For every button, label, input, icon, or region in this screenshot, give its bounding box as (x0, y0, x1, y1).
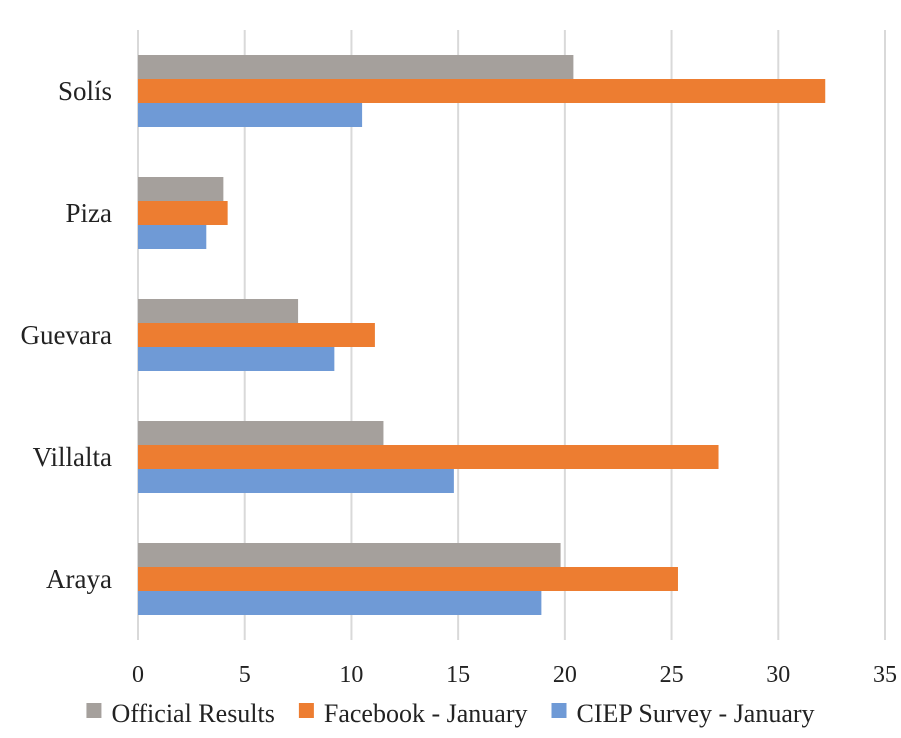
bar (138, 323, 375, 347)
bars (138, 55, 825, 615)
category-labels: Solís Piza Guevara Villalta Araya (21, 76, 112, 594)
bar (138, 543, 561, 567)
legend: Official Results Facebook - January CIEP S… (86, 699, 814, 728)
x-tick-label: 10 (339, 662, 363, 688)
bar (138, 347, 334, 371)
legend-label: CIEP Survey - January (577, 699, 815, 728)
legend-swatch (86, 703, 101, 718)
x-tick-label: 5 (239, 662, 251, 688)
x-tick-label: 0 (132, 662, 144, 688)
legend-item: Official Results (86, 699, 274, 728)
bar (138, 103, 362, 127)
legend-swatch (552, 703, 567, 718)
x-tick-labels: 0 5 10 15 20 25 30 35 (132, 662, 897, 688)
bar (138, 567, 678, 591)
x-tick-label: 15 (446, 662, 470, 688)
category-label: Guevara (21, 320, 112, 350)
x-tick-label: 25 (660, 662, 684, 688)
x-tick-label: 30 (766, 662, 790, 688)
category-label: Araya (46, 564, 112, 594)
x-tick-label: 20 (553, 662, 577, 688)
legend-label: Official Results (111, 699, 274, 728)
category-label: Piza (66, 198, 113, 228)
bar (138, 469, 454, 493)
legend-label: Facebook - January (324, 699, 528, 728)
bar (138, 591, 541, 615)
bar (138, 55, 573, 79)
bar (138, 421, 383, 445)
bar (138, 201, 228, 225)
legend-swatch (299, 703, 314, 718)
bar (138, 225, 206, 249)
x-tick-label: 35 (873, 662, 897, 688)
bar (138, 79, 825, 103)
legend-item: Facebook - January (299, 699, 528, 728)
category-label: Villalta (33, 442, 112, 472)
bar (138, 445, 719, 469)
legend-item: CIEP Survey - January (552, 699, 815, 728)
bar (138, 177, 223, 201)
category-label: Solís (58, 76, 112, 106)
bar (138, 299, 298, 323)
